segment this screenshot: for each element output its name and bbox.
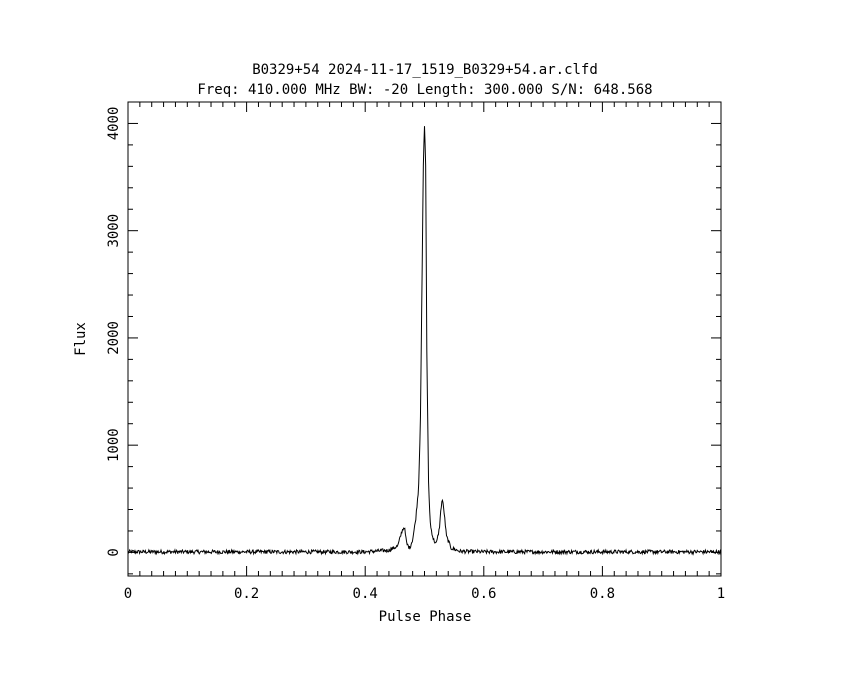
chart-title: B0329+54 2024-11-17_1519_B0329+54.ar.clf… <box>252 62 598 78</box>
y-tick-label: 0 <box>106 548 122 556</box>
y-tick-label: 2000 <box>106 321 122 355</box>
x-tick-label: 0 <box>124 586 132 602</box>
x-tick-label: 0.8 <box>590 586 615 602</box>
x-tick-label: 0.6 <box>471 586 496 602</box>
axis-ticks: 0 0.2 0.4 0.6 0.8 1 0 1000 2000 3000 4000 <box>106 101 725 602</box>
y-axis-label: Flux <box>73 322 89 356</box>
pulse-profile-line <box>127 126 722 556</box>
x-tick-label: 0.2 <box>234 586 259 602</box>
x-axis-label: Pulse Phase <box>379 609 472 625</box>
chart-subtitle: Freq: 410.000 MHz BW: -20 Length: 300.00… <box>197 82 652 98</box>
y-tick-label: 1000 <box>106 428 122 462</box>
y-tick-label: 4000 <box>106 107 122 141</box>
x-tick-label: 1 <box>717 586 725 602</box>
y-tick-label: 3000 <box>106 214 122 248</box>
plot-frame <box>127 101 722 577</box>
x-tick-label: 0.4 <box>353 586 378 602</box>
series-layer <box>127 126 722 556</box>
